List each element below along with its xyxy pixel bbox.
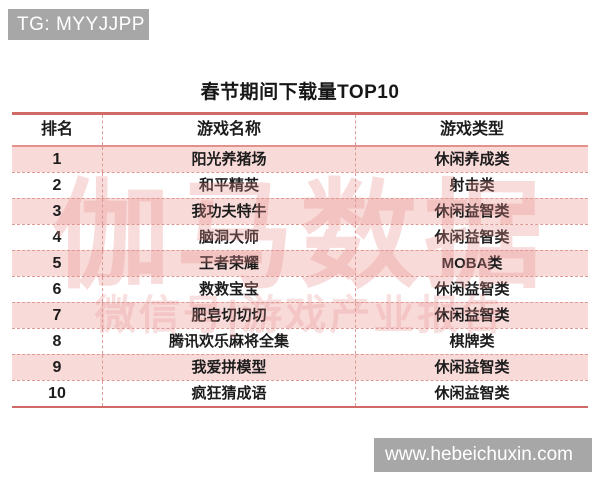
website-url-banner: www.hebeichuxin.com: [374, 438, 592, 472]
rank-cell: 9: [12, 355, 103, 380]
telegram-contact-banner: TG: MYYJJPP: [8, 9, 149, 40]
game-type-cell: 休闲益智类: [434, 385, 510, 402]
table-row: 6 救救宝宝 休闲益智类: [12, 276, 588, 302]
rank-cell: 1: [12, 147, 103, 172]
rank-cell: 5: [12, 251, 103, 276]
top10-table: 排名 游戏名称 游戏类型 1 阳光养猪场 休闲养成类 2 和平精英 射击类 3 …: [12, 112, 588, 408]
table-row: 1 阳光养猪场 休闲养成类: [12, 147, 588, 172]
game-name-cell: 脑洞大师: [103, 225, 356, 250]
game-type-cell: MOBA类: [441, 255, 503, 272]
game-name-cell: 王者荣耀: [103, 251, 356, 276]
rank-cell: 2: [12, 173, 103, 198]
game-type-cell: 休闲益智类: [434, 281, 510, 298]
table-row: 10 疯狂猜成语 休闲益智类: [12, 380, 588, 406]
game-name-cell: 我功夫特牛: [103, 199, 356, 224]
game-type-cell: 休闲益智类: [434, 359, 510, 376]
table-row: 4 脑洞大师 休闲益智类: [12, 224, 588, 250]
rank-cell: 3: [12, 199, 103, 224]
rank-cell: 8: [12, 329, 103, 354]
rank-cell: 4: [12, 225, 103, 250]
game-type-cell: 射击类: [449, 177, 495, 194]
table-row: 7 肥皂切切切 休闲益智类: [12, 302, 588, 328]
game-name-cell: 肥皂切切切: [103, 303, 356, 328]
game-type-cell: 休闲益智类: [434, 229, 510, 246]
header-game-name: 游戏名称: [103, 115, 356, 145]
game-type-cell: 休闲益智类: [434, 203, 510, 220]
table-row: 3 我功夫特牛 休闲益智类: [12, 198, 588, 224]
page-title: 春节期间下载量TOP10: [200, 82, 400, 103]
rank-cell: 10: [12, 381, 103, 406]
table-row: 5 王者荣耀 MOBA类: [12, 250, 588, 276]
rank-cell: 6: [12, 277, 103, 302]
rank-cell: 7: [12, 303, 103, 328]
game-name-cell: 和平精英: [103, 173, 356, 198]
game-name-cell: 腾讯欢乐麻将全集: [103, 329, 356, 354]
table-row: 9 我爱拼模型 休闲益智类: [12, 354, 588, 380]
game-name-cell: 疯狂猜成语: [103, 381, 356, 406]
game-type-cell: 休闲益智类: [434, 307, 510, 324]
game-name-cell: 救救宝宝: [103, 277, 356, 302]
table-header-row: 排名 游戏名称 游戏类型: [12, 115, 588, 147]
game-name-cell: 我爱拼模型: [103, 355, 356, 380]
table-row: 8 腾讯欢乐麻将全集 棋牌类: [12, 328, 588, 354]
game-name-cell: 阳光养猪场: [103, 147, 356, 172]
game-type-cell: 休闲养成类: [434, 151, 510, 168]
game-type-cell: 棋牌类: [449, 333, 495, 350]
header-game-type: 游戏类型: [439, 121, 504, 138]
header-rank: 排名: [12, 115, 103, 145]
table-row: 2 和平精英 射击类: [12, 172, 588, 198]
